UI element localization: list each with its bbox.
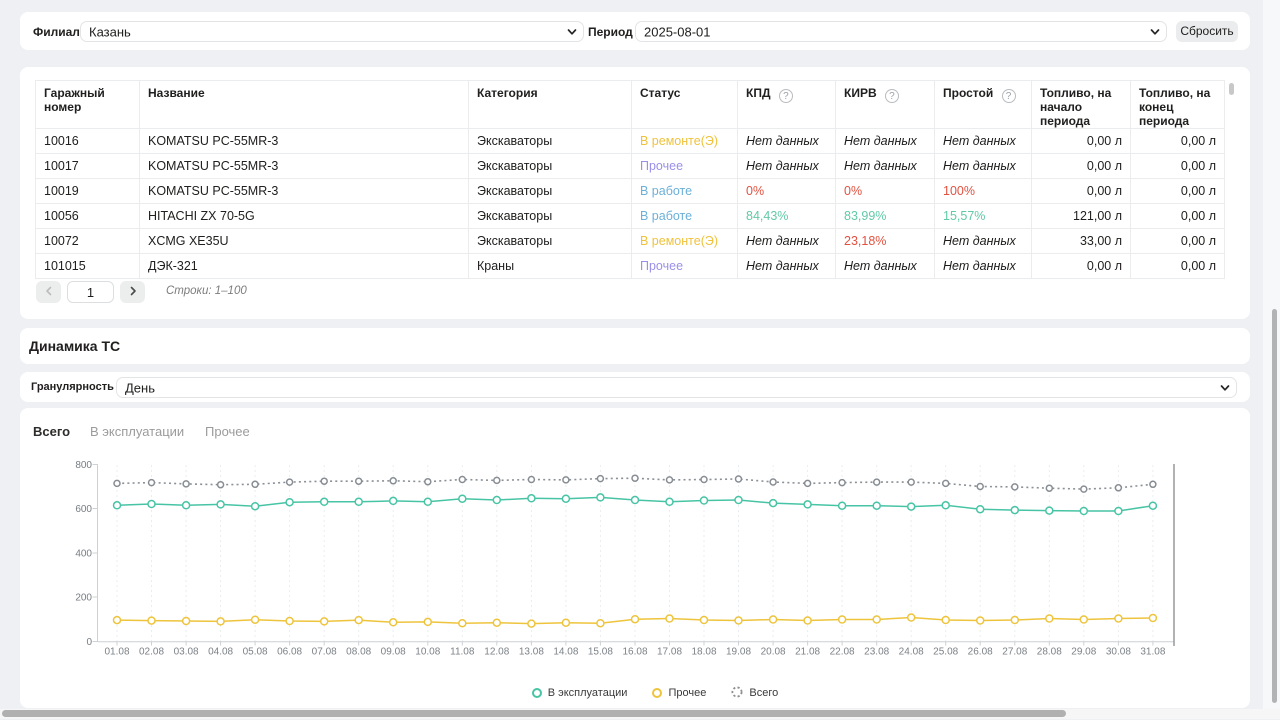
svg-text:24.08: 24.08 bbox=[899, 647, 924, 658]
svg-text:16.08: 16.08 bbox=[622, 647, 647, 658]
svg-text:08.08: 08.08 bbox=[346, 647, 371, 658]
svg-text:12.08: 12.08 bbox=[484, 647, 509, 658]
svg-text:0: 0 bbox=[86, 637, 92, 648]
svg-text:18.08: 18.08 bbox=[691, 647, 716, 658]
svg-text:06.08: 06.08 bbox=[277, 647, 302, 658]
svg-text:03.08: 03.08 bbox=[174, 647, 199, 658]
svg-text:200: 200 bbox=[75, 593, 92, 604]
svg-text:13.08: 13.08 bbox=[519, 647, 544, 658]
svg-text:17.08: 17.08 bbox=[657, 647, 682, 658]
svg-text:01.08: 01.08 bbox=[104, 647, 129, 658]
svg-text:09.08: 09.08 bbox=[381, 647, 406, 658]
svg-text:21.08: 21.08 bbox=[795, 647, 820, 658]
svg-text:26.08: 26.08 bbox=[968, 647, 993, 658]
svg-text:31.08: 31.08 bbox=[1140, 647, 1165, 658]
svg-text:800: 800 bbox=[75, 460, 92, 471]
svg-text:25.08: 25.08 bbox=[933, 647, 958, 658]
svg-text:19.08: 19.08 bbox=[726, 647, 751, 658]
svg-text:28.08: 28.08 bbox=[1037, 647, 1062, 658]
svg-text:400: 400 bbox=[75, 549, 92, 560]
svg-text:15.08: 15.08 bbox=[588, 647, 613, 658]
svg-text:600: 600 bbox=[75, 504, 92, 515]
svg-text:22.08: 22.08 bbox=[830, 647, 855, 658]
svg-text:07.08: 07.08 bbox=[312, 647, 337, 658]
svg-text:20.08: 20.08 bbox=[761, 647, 786, 658]
svg-text:10.08: 10.08 bbox=[415, 647, 440, 658]
svg-text:30.08: 30.08 bbox=[1106, 647, 1131, 658]
svg-text:05.08: 05.08 bbox=[243, 647, 268, 658]
svg-text:27.08: 27.08 bbox=[1002, 647, 1027, 658]
svg-text:04.08: 04.08 bbox=[208, 647, 233, 658]
svg-text:14.08: 14.08 bbox=[553, 647, 578, 658]
svg-text:11.08: 11.08 bbox=[450, 647, 475, 658]
svg-text:29.08: 29.08 bbox=[1071, 647, 1096, 658]
svg-text:02.08: 02.08 bbox=[139, 647, 164, 658]
svg-text:23.08: 23.08 bbox=[864, 647, 889, 658]
